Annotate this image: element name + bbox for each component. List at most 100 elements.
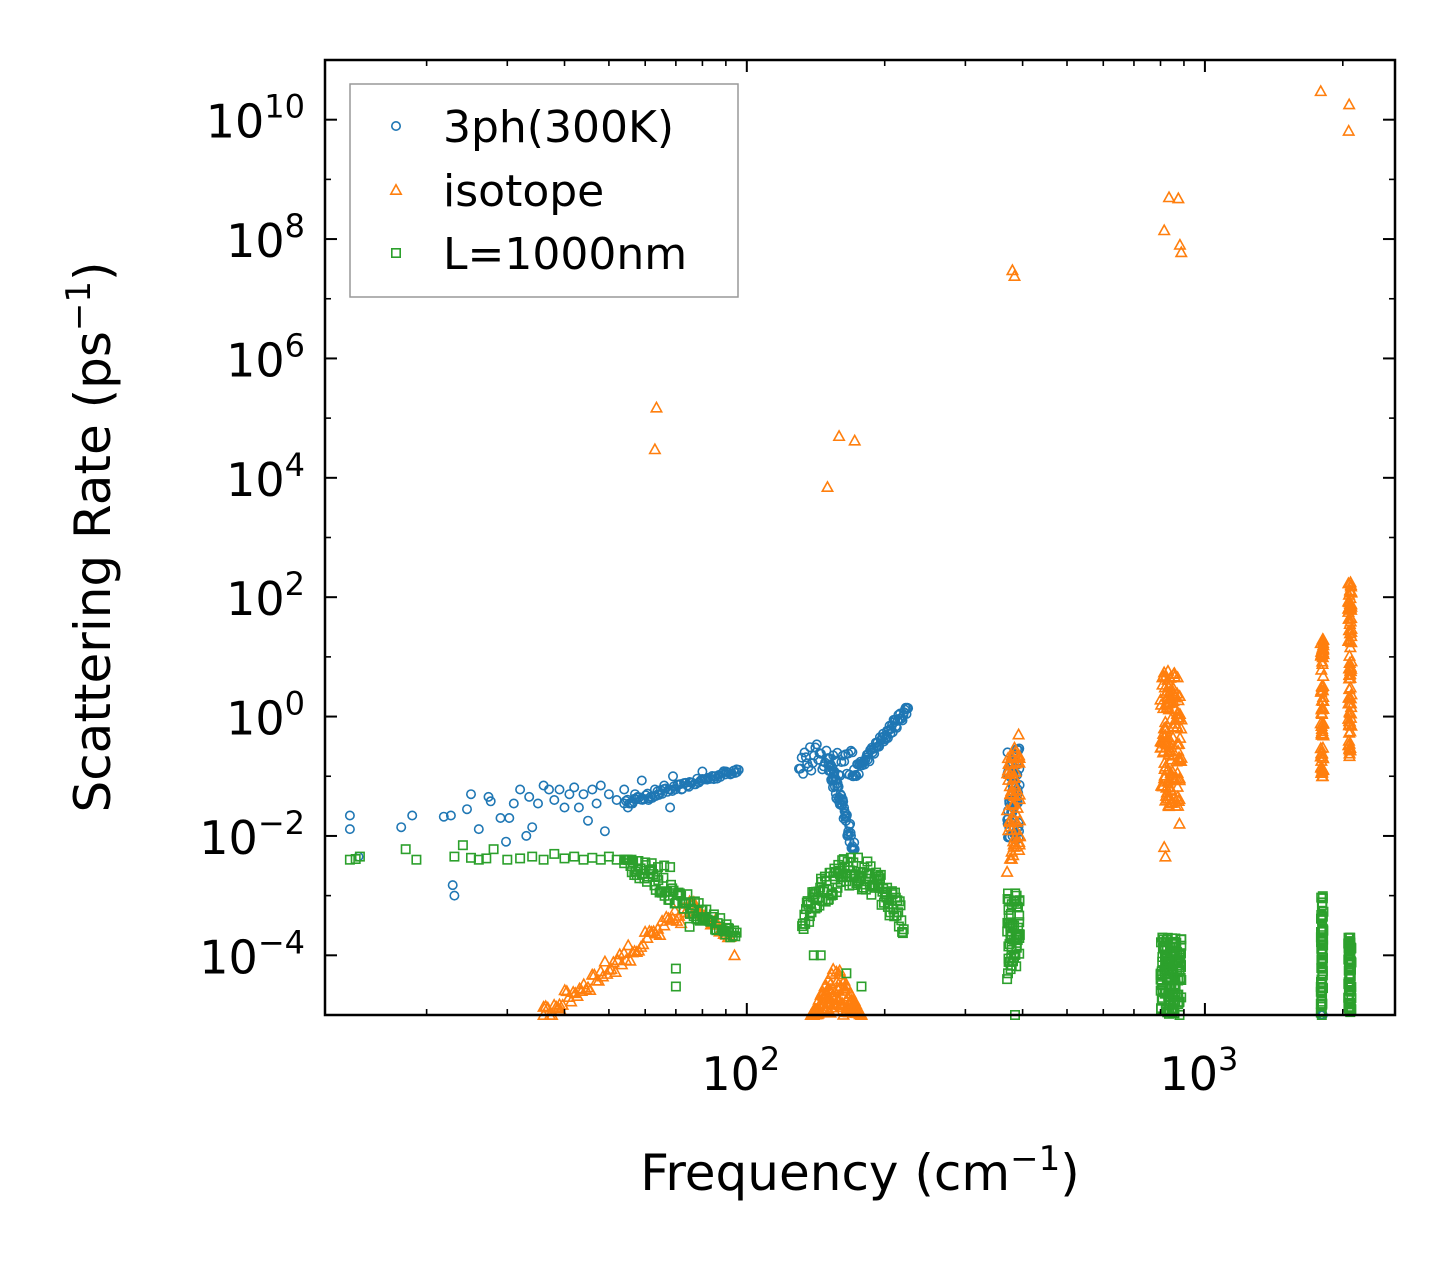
data-point-square [731,927,742,938]
data-point-square [1317,912,1328,923]
data-point-circle [524,791,535,802]
data-point-circle [853,769,864,780]
data-point-triangle [636,937,650,950]
data-point-circle [839,756,850,767]
data-point-triangle [1166,748,1180,761]
data-point-triangle [1315,707,1329,719]
data-point-triangle [611,953,625,966]
data-point-triangle [820,480,835,493]
data-point-circle [603,789,614,800]
data-point-square [659,860,670,871]
data-point-square [852,852,863,863]
data-point-circle [461,804,472,815]
data-point-triangle [1344,622,1358,634]
data-point-square [1316,1007,1327,1018]
data-point-triangle [1005,764,1019,777]
data-point-square [1012,935,1023,946]
data-point-square [473,854,484,865]
data-point-square [1317,999,1328,1010]
data-point-square [344,854,355,865]
data-point-triangle [1007,740,1022,753]
y-tick-label: 10−4 [199,923,305,984]
data-point-triangle [668,903,682,916]
data-point-triangle [1315,722,1329,734]
data-point-circle [438,811,449,822]
legend-marker-circle [390,121,401,132]
data-point-circle [508,798,519,809]
data-point-square [1344,958,1355,969]
data-point-circle [849,837,860,848]
data-point-triangle [1158,849,1172,862]
y-tick-label: 102 [226,565,305,626]
data-point-triangle [1157,744,1171,757]
data-point-square [1316,909,1327,920]
data-point-triangle [1343,743,1357,756]
data-point-circle [862,754,873,765]
data-point-square [1316,958,1327,969]
data-point-circle [473,824,484,835]
data-point-square [1175,972,1186,983]
data-point-square [808,950,819,961]
data-point-square [1003,904,1014,915]
data-point-triangle [1171,737,1185,750]
legend-frame [349,83,739,298]
data-point-circle [532,798,543,809]
data-point-triangle [1316,643,1330,655]
data-point-triangle [1168,701,1182,714]
data-point-square [841,968,852,979]
data-point-triangle [834,972,848,985]
data-point-circle [838,796,849,807]
data-point-circle [485,796,496,807]
data-point-square [1176,940,1187,951]
data-point-circle [667,771,678,782]
data-point-triangle [606,955,620,968]
data-point-square [1003,910,1014,921]
data-point-square [798,923,809,934]
y-tick-label: 1010 [206,88,305,149]
y-tick-label: 100 [226,685,305,746]
data-point-square [400,844,411,855]
data-point-triangle [556,998,570,1010]
data-point-triangle [1344,687,1358,700]
data-point-circle [798,768,809,779]
data-point-triangle [1163,773,1177,786]
data-point-triangle [1155,670,1169,683]
y-tick-label: 10−2 [199,804,305,865]
data-point-square [1345,937,1356,948]
data-point-triangle [1164,784,1178,796]
data-point-triangle [1167,687,1181,700]
data-point-circle [569,782,580,793]
data-point-triangle [1315,654,1329,667]
data-point-square [1166,980,1177,991]
data-point-circle [841,809,852,820]
data-point-square [875,869,886,880]
data-point-triangle [1314,716,1328,729]
data-point-triangle [1343,602,1357,615]
data-point-triangle [1158,759,1173,772]
legend: 3ph(300K) isotope L=1000nm [349,83,739,298]
data-point-triangle [621,938,635,951]
data-point-circle [564,789,575,800]
data-point-circle [595,780,606,791]
data-point-triangle [1316,769,1330,782]
data-point-circle [847,747,858,758]
data-point-triangle [1157,840,1171,853]
data-point-triangle [1344,579,1358,592]
legend-label: L=1000nm [443,229,687,280]
data-point-square [653,875,664,886]
data-point-triangle [1344,625,1358,637]
data-point-circle [665,802,676,813]
data-point-triangle [598,954,612,967]
data-point-square [820,896,831,907]
data-point-triangle [1343,671,1357,683]
data-point-square [1014,929,1025,940]
data-point-triangle [1344,635,1358,648]
data-point-square [1011,898,1022,909]
data-point-square [898,924,909,935]
data-point-square [1317,982,1328,993]
data-point-triangle [1314,84,1328,97]
data-point-circle [901,708,912,719]
data-point-triangle [558,983,572,996]
data-point-square [1344,980,1355,991]
